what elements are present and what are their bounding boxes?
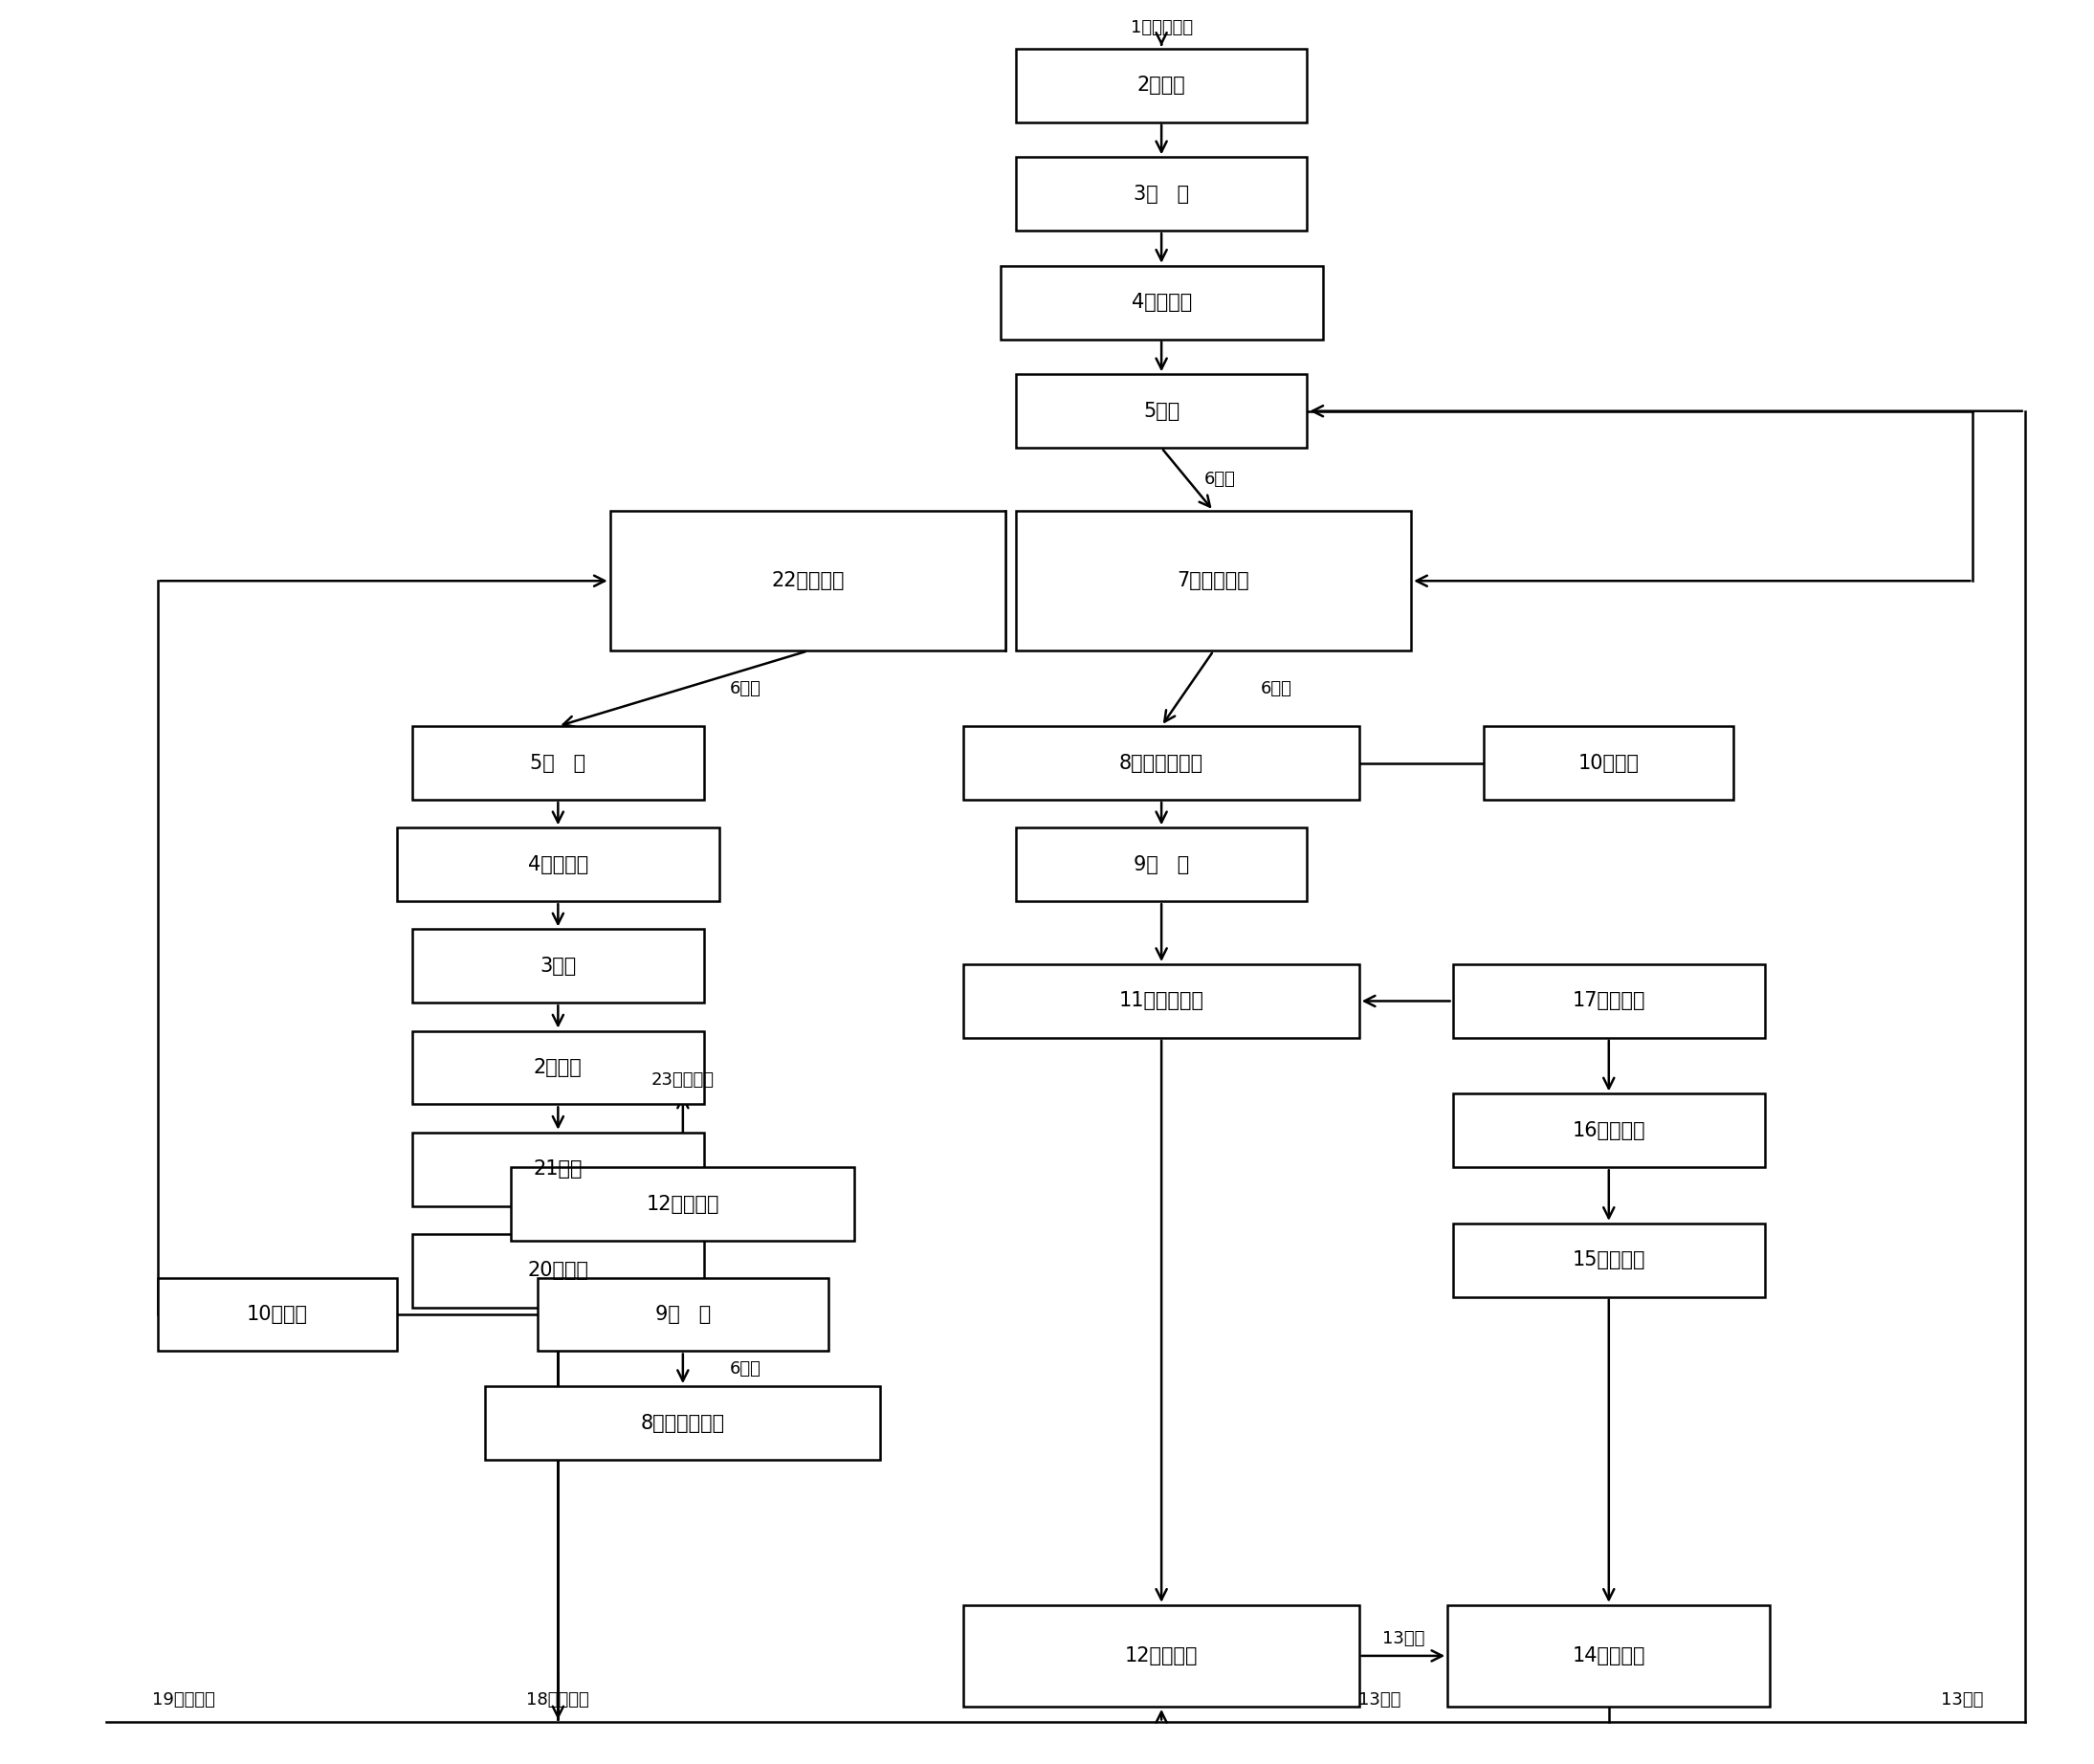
Text: 11倒料缓冲区: 11倒料缓冲区 (1118, 991, 1204, 1011)
Bar (413, 1132, 704, 1207)
Bar (1453, 1094, 1765, 1168)
Text: 10箱盖垛: 10箱盖垛 (247, 1305, 308, 1325)
Bar (157, 1277, 396, 1351)
Text: 12翻箱倒料: 12翻箱倒料 (647, 1194, 720, 1214)
Text: 3装箱: 3装箱 (540, 956, 576, 975)
Text: 6实箱: 6实箱 (729, 679, 760, 697)
Bar (413, 727, 704, 799)
Text: 2预混柜: 2预混柜 (1137, 76, 1185, 95)
Text: 10箱盖垛: 10箱盖垛 (1579, 753, 1640, 773)
Bar (963, 1605, 1359, 1706)
Text: 2预混柜: 2预混柜 (534, 1058, 582, 1078)
Text: 22成品丝库: 22成品丝库 (771, 572, 844, 591)
Bar (1447, 1605, 1769, 1706)
Text: 17条码扫描: 17条码扫描 (1573, 991, 1646, 1011)
Text: 9去   盖: 9去 盖 (1133, 856, 1189, 873)
Bar (963, 727, 1359, 799)
Text: 13空箱: 13空箱 (1359, 1692, 1401, 1708)
Text: 20缓冲柜: 20缓冲柜 (528, 1261, 588, 1281)
Text: 8条码识别确认: 8条码识别确认 (1120, 753, 1204, 773)
Text: 6实箱: 6实箱 (729, 1360, 760, 1378)
Bar (413, 1233, 704, 1307)
Text: 13空箱: 13空箱 (1941, 1692, 1983, 1708)
Bar (1453, 1224, 1765, 1297)
Text: 23成品丝流: 23成品丝流 (651, 1071, 714, 1088)
Bar (1016, 512, 1411, 651)
Bar (1016, 49, 1307, 122)
Text: 8条码识别确认: 8条码识别确认 (641, 1413, 725, 1432)
Bar (413, 930, 704, 1002)
Text: 4条码扫描: 4条码扫描 (528, 856, 588, 873)
Bar (963, 965, 1359, 1037)
Text: 19主线丝流: 19主线丝流 (153, 1692, 216, 1708)
Bar (1485, 727, 1734, 799)
Text: 5加盖: 5加盖 (1143, 402, 1179, 420)
Text: 4条码扫描: 4条码扫描 (1131, 293, 1191, 312)
Bar (1016, 157, 1307, 231)
Bar (1016, 374, 1307, 448)
Text: 13空箱: 13空箱 (1382, 1630, 1424, 1648)
Text: 5加   盖: 5加 盖 (530, 753, 586, 773)
Bar (538, 1277, 829, 1351)
Bar (1453, 965, 1765, 1037)
Text: 16叉车运送: 16叉车运送 (1573, 1122, 1646, 1140)
Text: 9去   盖: 9去 盖 (655, 1305, 710, 1325)
Bar (486, 1387, 882, 1461)
Text: 18半成品丝: 18半成品丝 (526, 1692, 591, 1708)
Text: 6实箱: 6实箱 (1204, 471, 1235, 489)
Bar (413, 1030, 704, 1104)
Text: 21加香: 21加香 (534, 1159, 582, 1178)
Text: 12翻箱倒料: 12翻箱倒料 (1124, 1646, 1198, 1665)
Text: 15余料装箱: 15余料装箱 (1573, 1251, 1646, 1270)
Bar (1001, 266, 1323, 339)
Bar (1016, 827, 1307, 901)
Bar (511, 1168, 854, 1240)
Bar (609, 512, 1005, 651)
Text: 3装   箱: 3装 箱 (1133, 185, 1189, 203)
Text: 6实箱: 6实箱 (1261, 679, 1292, 697)
Text: 14余料检测: 14余料检测 (1573, 1646, 1646, 1665)
Text: 7半成品丝库: 7半成品丝库 (1177, 572, 1250, 591)
Bar (396, 827, 718, 901)
Text: 1半成品丝流: 1半成品丝流 (1131, 19, 1194, 37)
